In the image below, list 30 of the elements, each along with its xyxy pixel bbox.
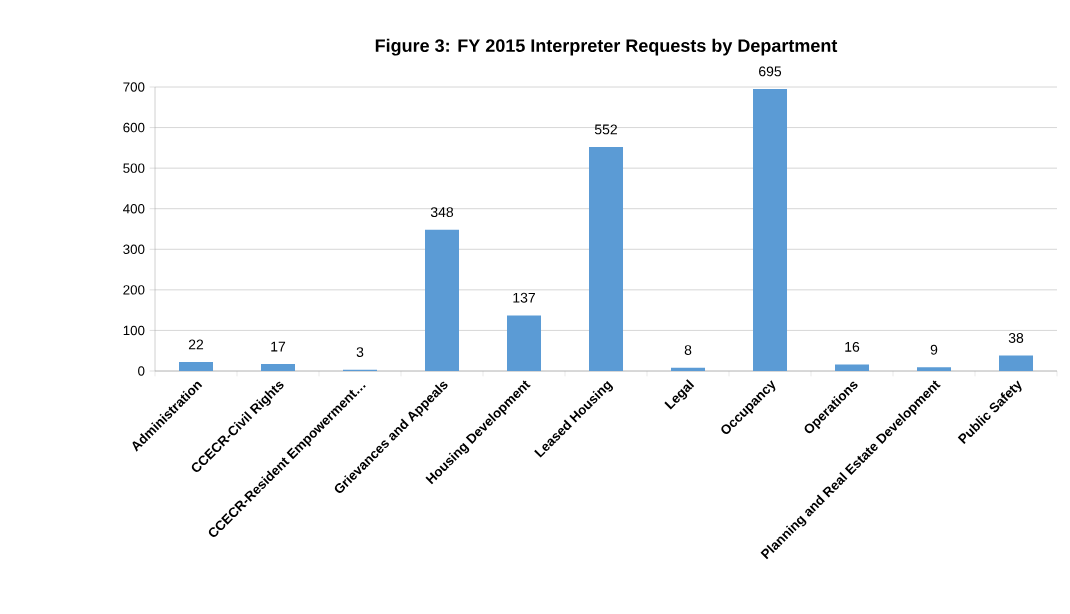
bar: [671, 367, 706, 371]
y-tick-label: 300: [123, 244, 145, 254]
chart-title: Figure 3: FY 2015 Interpreter Requests by Department: [375, 38, 838, 56]
data-label: 348: [430, 207, 454, 218]
data-label: 17: [271, 341, 286, 352]
bar: [507, 315, 542, 371]
data-label: 38: [1008, 332, 1024, 343]
y-tick-label: 0: [138, 366, 145, 376]
bar: [425, 229, 460, 371]
data-label: 3: [356, 347, 364, 358]
data-label: 16: [845, 341, 860, 352]
y-tick-label: 500: [123, 163, 145, 173]
data-label: 552: [594, 124, 617, 135]
y-tick-label: 600: [123, 122, 145, 133]
data-label: 22: [188, 339, 204, 350]
data-label: 9: [930, 344, 938, 355]
bar: [917, 367, 952, 371]
bar: [999, 355, 1034, 371]
bar: [835, 364, 870, 371]
y-tick-label: 200: [123, 285, 145, 295]
bar: [589, 147, 624, 371]
data-label: 8: [684, 345, 692, 356]
y-tick-label: 100: [123, 325, 145, 336]
y-tick-label: 400: [123, 204, 145, 214]
data-label: 695: [759, 66, 782, 77]
y-tick-label: 700: [123, 82, 145, 92]
data-label: 137: [513, 292, 535, 303]
bar: [261, 364, 295, 371]
bar: [179, 362, 214, 371]
bar: [753, 89, 788, 371]
